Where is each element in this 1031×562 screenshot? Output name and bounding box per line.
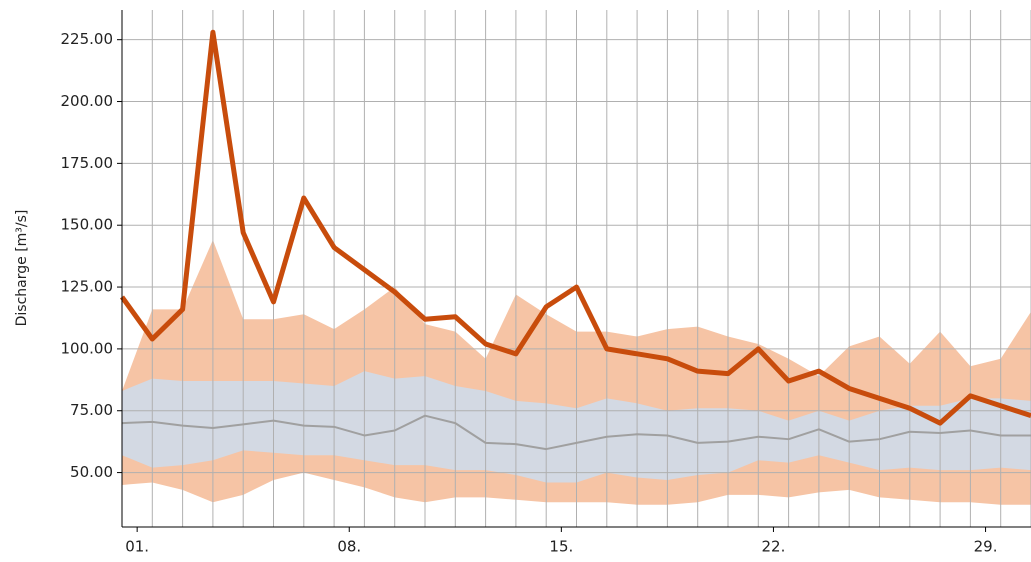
y-tick-label: 175.00 — [61, 154, 114, 172]
x-tick-label: 01. — [125, 538, 149, 556]
x-tick-label: 15. — [549, 538, 573, 556]
line — [119, 29, 1031, 426]
line — [121, 414, 1031, 451]
y-tick-label: 75.00 — [70, 401, 113, 419]
y-tick-label: 150.00 — [61, 216, 114, 234]
x-tick-label: 22. — [762, 538, 786, 556]
y-tick-label: 200.00 — [61, 92, 114, 110]
y-tick-label: 125.00 — [61, 278, 114, 296]
x-tick-label: 29. — [974, 538, 998, 556]
y-tick-label: 50.00 — [70, 463, 113, 481]
y-tick-label: 225.00 — [61, 30, 114, 48]
y-tick-label: 100.00 — [61, 339, 114, 357]
x-tick-label: 08. — [337, 538, 361, 556]
y-axis-label: Discharge [m³/s] — [14, 210, 30, 327]
